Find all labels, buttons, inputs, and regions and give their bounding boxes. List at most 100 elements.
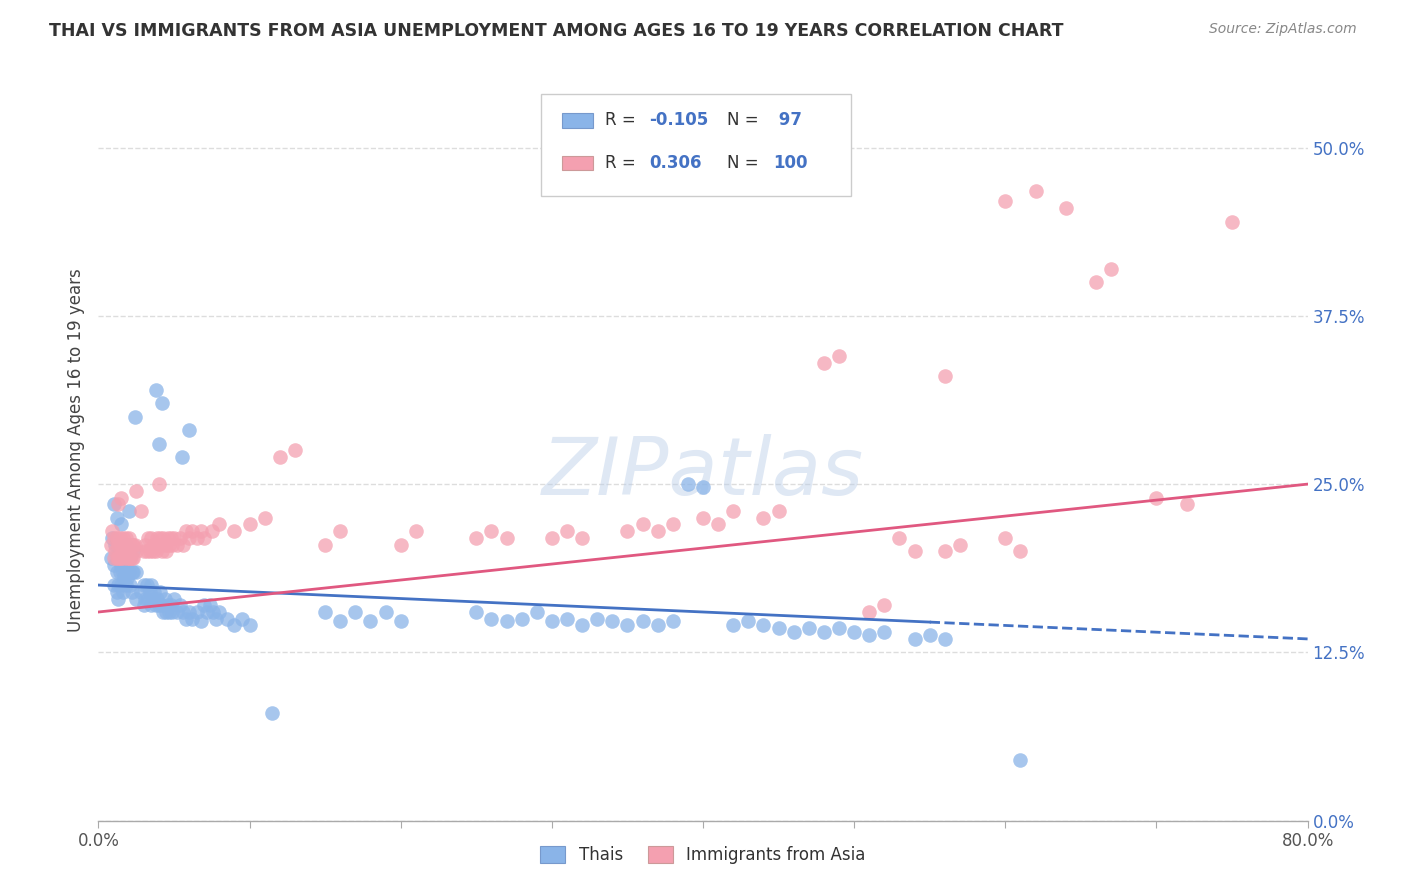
Point — [152, 605, 174, 619]
Point — [162, 538, 184, 552]
Point — [114, 531, 136, 545]
Y-axis label: Unemployment Among Ages 16 to 19 years: Unemployment Among Ages 16 to 19 years — [66, 268, 84, 632]
Point — [118, 551, 141, 566]
Point — [737, 615, 759, 629]
Point — [125, 544, 148, 558]
Point — [145, 599, 167, 613]
Point — [631, 517, 654, 532]
Point — [103, 497, 125, 511]
Point — [752, 510, 775, 524]
Point — [110, 558, 132, 572]
Point — [934, 632, 956, 646]
Point — [125, 591, 148, 606]
Point — [389, 615, 412, 629]
Point — [103, 551, 125, 566]
Point — [105, 584, 128, 599]
Point — [873, 625, 896, 640]
Legend: Thais, Immigrants from Asia: Thais, Immigrants from Asia — [540, 846, 866, 864]
Point — [193, 531, 215, 545]
Point — [661, 615, 683, 629]
Text: ZIPatlas: ZIPatlas — [541, 434, 865, 512]
Point — [100, 551, 122, 566]
Point — [112, 538, 135, 552]
Point — [329, 615, 352, 629]
Point — [121, 538, 143, 552]
Point — [145, 544, 167, 558]
Point — [141, 599, 163, 613]
Point — [112, 551, 135, 566]
Point — [100, 538, 122, 552]
Point — [813, 356, 835, 370]
Point — [186, 605, 208, 619]
Point — [125, 565, 148, 579]
Point — [114, 544, 136, 558]
Text: 97: 97 — [773, 112, 803, 129]
Point — [125, 483, 148, 498]
Point — [122, 551, 145, 566]
Point — [1085, 275, 1108, 289]
Point — [616, 618, 638, 632]
Point — [136, 591, 159, 606]
Point — [481, 612, 503, 626]
Point — [114, 538, 136, 552]
Point — [1099, 261, 1122, 276]
Point — [120, 551, 142, 566]
Point — [107, 551, 129, 566]
Point — [111, 544, 134, 558]
Point — [129, 504, 152, 518]
Point — [1024, 184, 1046, 198]
Text: -0.105: -0.105 — [650, 112, 709, 129]
Point — [107, 578, 129, 592]
Point — [163, 591, 186, 606]
Text: Source: ZipAtlas.com: Source: ZipAtlas.com — [1209, 22, 1357, 37]
Point — [661, 517, 683, 532]
Point — [647, 618, 669, 632]
Point — [132, 578, 155, 592]
Point — [107, 538, 129, 552]
Point — [134, 538, 156, 552]
Point — [118, 544, 141, 558]
Point — [118, 531, 141, 545]
Point — [190, 524, 212, 539]
Point — [1144, 491, 1167, 505]
Point — [148, 599, 170, 613]
Point — [170, 450, 193, 465]
Point — [1175, 497, 1198, 511]
Point — [104, 538, 127, 552]
Point — [172, 538, 194, 552]
Point — [162, 605, 184, 619]
Point — [344, 605, 367, 619]
Point — [934, 544, 956, 558]
Point — [844, 625, 866, 640]
Point — [129, 584, 152, 599]
Point — [602, 615, 624, 629]
Text: THAI VS IMMIGRANTS FROM ASIA UNEMPLOYMENT AMONG AGES 16 TO 19 YEARS CORRELATION : THAI VS IMMIGRANTS FROM ASIA UNEMPLOYMEN… — [49, 22, 1064, 40]
Point — [329, 524, 352, 539]
Point — [148, 538, 170, 552]
Point — [153, 591, 176, 606]
Point — [111, 565, 134, 579]
Point — [540, 615, 562, 629]
Point — [181, 612, 204, 626]
Point — [692, 480, 714, 494]
Point — [107, 551, 129, 566]
Point — [172, 605, 194, 619]
Point — [495, 531, 517, 545]
Point — [121, 565, 143, 579]
Point — [107, 497, 129, 511]
Point — [107, 591, 129, 606]
Point — [1010, 753, 1032, 767]
Point — [571, 618, 593, 632]
Point — [169, 531, 191, 545]
Point — [631, 615, 654, 629]
Point — [202, 605, 225, 619]
Point — [110, 491, 132, 505]
Point — [148, 436, 170, 450]
Point — [115, 551, 138, 566]
Point — [103, 578, 125, 592]
Point — [104, 544, 127, 558]
Point — [208, 517, 231, 532]
Text: R =: R = — [605, 112, 641, 129]
Point — [723, 618, 745, 632]
Point — [858, 628, 880, 642]
